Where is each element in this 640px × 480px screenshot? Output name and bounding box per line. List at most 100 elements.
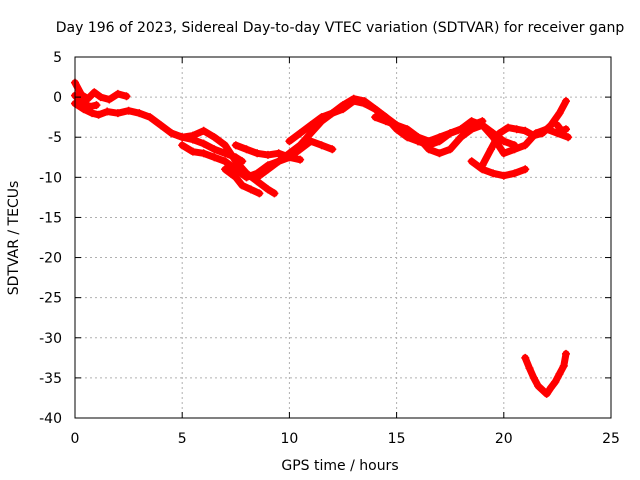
y-tick-label: 5 [53,50,62,66]
data-point [231,141,240,150]
y-tick-label: 0 [53,90,62,106]
data-point [328,145,337,154]
data-point [403,125,412,134]
data-point [551,377,560,386]
data-point [231,157,240,166]
y-axis-ticks: 5 0 -5 -10 -15 -20 -25 -30 -35 -40 [39,50,611,427]
data-point [86,102,95,111]
data-point [199,126,208,135]
data-point [221,141,230,150]
series-track-k [414,117,487,150]
data-point [167,129,176,138]
data-point [557,126,566,135]
data-point [392,121,401,130]
data-point [96,93,105,102]
data-point [270,189,279,198]
data-point [103,107,112,116]
data-point [529,131,538,140]
data-point [360,97,369,106]
data-point [296,155,305,164]
data-point [242,145,251,154]
data-point [414,137,423,146]
chart-title: Day 196 of 2023, Sidereal Day-to-day VTE… [56,20,625,36]
series-track-o [521,349,570,398]
data-point [90,88,99,97]
data-point [339,101,347,110]
data-point [546,383,555,392]
data-point [188,131,197,140]
x-axis-ticks: 0 5 10 15 20 25 [71,57,620,447]
x-axis-label: GPS time / hours [281,458,398,474]
data-point [178,141,187,150]
data-point [467,157,476,166]
data-point [285,149,294,158]
y-tick-label: -10 [39,170,62,186]
grid-lines [75,57,611,418]
series-band [71,100,246,165]
data-point [521,165,530,174]
data-point [538,385,547,394]
x-tick-label: 15 [388,431,406,447]
data-point [561,349,570,358]
data-point [231,173,240,182]
y-tick-label: -15 [39,210,62,226]
data-point [263,165,272,174]
data-point [403,133,412,142]
data-point [83,94,92,103]
x-tick-label: 10 [280,431,298,447]
data-point [94,110,103,119]
data-point [499,149,508,158]
data-point [371,113,380,122]
series-track-b [71,99,247,166]
data-point [538,129,547,138]
y-tick-label: -35 [39,371,62,387]
data-point [274,157,283,166]
data-point [349,94,358,103]
data-point [274,149,283,158]
data-point [221,157,230,166]
series-track-m [553,121,570,135]
data-point [456,125,465,134]
data-point [499,171,508,180]
data-point [253,149,262,158]
y-tick-label: -25 [39,291,62,307]
data-point [456,133,465,142]
data-point [296,129,305,138]
data-point [238,181,247,190]
data-point [246,185,255,194]
data-point [424,141,433,150]
data-point [328,109,337,118]
data-point [306,129,315,138]
data-point [559,361,568,370]
x-tick-label: 5 [178,431,187,447]
data-point [521,353,530,362]
y-tick-label: -5 [48,130,62,146]
data-series [71,78,573,398]
data-point [263,150,272,159]
data-point [124,106,133,115]
data-point [504,123,513,132]
series-track-g [221,165,264,198]
data-point [435,137,444,146]
data-point [446,129,455,138]
y-axis-label: SDTVAR / TECUs [6,181,22,296]
data-point [253,173,262,182]
plot-frame [74,56,612,419]
data-point [521,141,530,150]
data-point [555,369,564,378]
data-point [561,125,570,134]
data-point [210,153,219,162]
data-point [105,95,114,104]
y-tick-label: -30 [39,331,62,347]
data-point [446,145,455,154]
data-point [210,133,219,142]
data-point [113,89,122,98]
data-point [534,381,543,390]
data-point [542,389,551,398]
x-tick-label: 25 [602,431,620,447]
data-point [199,139,208,148]
data-point [156,121,165,130]
data-point [242,173,251,182]
data-point [221,165,230,174]
